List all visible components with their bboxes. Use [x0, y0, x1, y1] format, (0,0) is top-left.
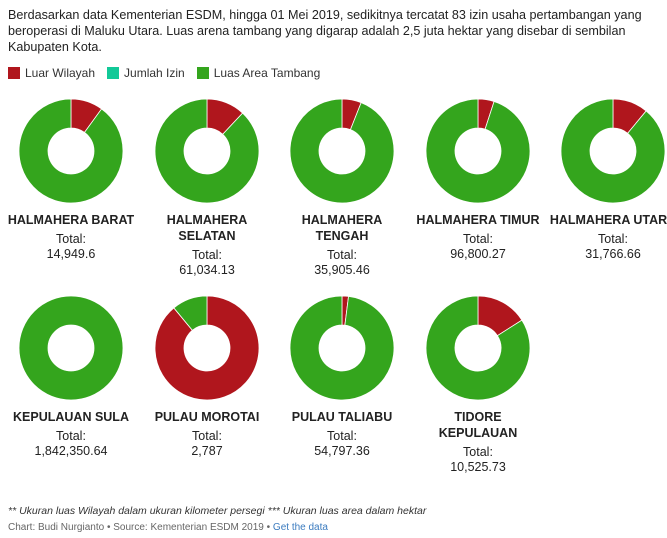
legend-label: Luar Wilayah	[25, 66, 96, 80]
total-label: Total:	[56, 232, 86, 246]
total-value: 1,842,350.64	[34, 444, 108, 458]
donut-chart[interactable]	[289, 295, 395, 401]
region-name: HALMAHERA SELATAN	[166, 213, 248, 243]
total-label: Total:	[463, 445, 493, 459]
panel-kepulauan-sula: KEPULAUAN SULA Total: 1,842,350.64	[6, 295, 136, 459]
legend-swatch	[196, 67, 209, 79]
panel-halmahera-barat: HALMAHERA BARAT Total: 14,949.6	[6, 98, 136, 262]
total-label: Total:	[56, 429, 86, 443]
donut-slice-luas-area-tambang[interactable]	[425, 98, 531, 204]
donut-chart[interactable]	[154, 98, 260, 204]
panel-halmahera-utara: HALMAHERA UTARA Total: 31,766.66	[548, 98, 667, 262]
legend-swatch	[107, 67, 120, 79]
panel-pulau-taliabu: PULAU TALIABU Total: 54,797.36	[277, 295, 407, 459]
panel-pulau-morotai: PULAU MOROTAI Total: 2,787	[142, 295, 272, 459]
donut-slice-luas-area-tambang[interactable]	[560, 98, 666, 204]
total-value: 2,787	[191, 444, 223, 458]
legend: Luar Wilayah Jumlah Izin Luas Area Tamba…	[8, 66, 332, 80]
donut-chart[interactable]	[18, 295, 124, 401]
total-label: Total:	[598, 232, 628, 246]
legend-label: Jumlah Izin	[124, 66, 185, 80]
total-value: 54,797.36	[314, 444, 370, 458]
legend-item-jumlah-izin[interactable]: Jumlah Izin	[107, 66, 185, 80]
region-name: HALMAHERA UTARA	[549, 213, 667, 227]
region-name: KEPULAUAN SULA	[13, 410, 129, 424]
total-label: Total:	[463, 232, 493, 246]
total-label: Total:	[192, 248, 222, 262]
total-label: Total:	[327, 248, 357, 262]
donut-slice-luar-wilayah[interactable]	[154, 295, 260, 401]
region-name: HALMAHERA TIMUR	[416, 213, 540, 227]
donut-slice-luas-area-tambang[interactable]	[289, 295, 395, 401]
donut-slice-luas-area-tambang[interactable]	[289, 98, 395, 204]
legend-swatch	[8, 67, 20, 79]
region-name: PULAU TALIABU	[291, 410, 393, 424]
donut-chart[interactable]	[560, 98, 666, 204]
panel-halmahera-selatan: HALMAHERA SELATAN Total: 61,034.13	[142, 98, 272, 278]
footnote: ** Ukuran luas Wilayah dalam ukuran kilo…	[8, 505, 427, 517]
legend-label: Luas Area Tambang	[213, 66, 321, 80]
donut-slice-luas-area-tambang[interactable]	[173, 295, 208, 331]
total-value: 61,034.13	[179, 263, 235, 277]
donut-slice-luas-area-tambang[interactable]	[18, 98, 124, 204]
region-name: HALMAHERA TENGAH	[301, 213, 383, 243]
donut-slice-luas-area-tambang[interactable]	[154, 98, 260, 204]
region-name: HALMAHERA BARAT	[7, 213, 135, 227]
donut-chart[interactable]	[154, 295, 260, 401]
region-name: TIDORE KEPULAUAN	[438, 410, 518, 440]
panel-tidore-kepulauan: TIDORE KEPULAUAN Total: 10,525.73	[413, 295, 543, 475]
total-value: 14,949.6	[46, 247, 96, 261]
source-credit: Chart: Budi Nurgianto • Source: Kementer…	[8, 522, 273, 533]
total-label: Total:	[192, 429, 222, 443]
panel-halmahera-timur: HALMAHERA TIMUR Total: 96,800.27	[413, 98, 543, 262]
panel-halmahera-tengah: HALMAHERA TENGAH Total: 35,905.46	[277, 98, 407, 278]
donut-chart[interactable]	[18, 98, 124, 204]
total-label: Total:	[327, 429, 357, 443]
chart-description: Berdasarkan data Kementerian ESDM, hingg…	[8, 8, 642, 54]
total-value: 96,800.27	[450, 247, 506, 261]
donut-chart[interactable]	[425, 98, 531, 204]
donut-slice-luas-area-tambang[interactable]	[425, 295, 531, 401]
source-line: Chart: Budi Nurgianto • Source: Kementer…	[8, 522, 328, 533]
total-value: 31,766.66	[585, 247, 641, 261]
get-the-data-link[interactable]: Get the data	[272, 522, 328, 533]
donut-chart[interactable]	[289, 98, 395, 204]
region-name: PULAU MOROTAI	[154, 410, 260, 424]
legend-item-luas-area[interactable]: Luas Area Tambang	[196, 66, 321, 80]
donut-slice-luas-area-tambang[interactable]	[18, 295, 124, 401]
donut-chart[interactable]	[425, 295, 531, 401]
total-value: 35,905.46	[314, 263, 370, 277]
legend-item-luar-wilayah[interactable]: Luar Wilayah	[8, 66, 95, 80]
total-value: 10,525.73	[450, 460, 506, 474]
